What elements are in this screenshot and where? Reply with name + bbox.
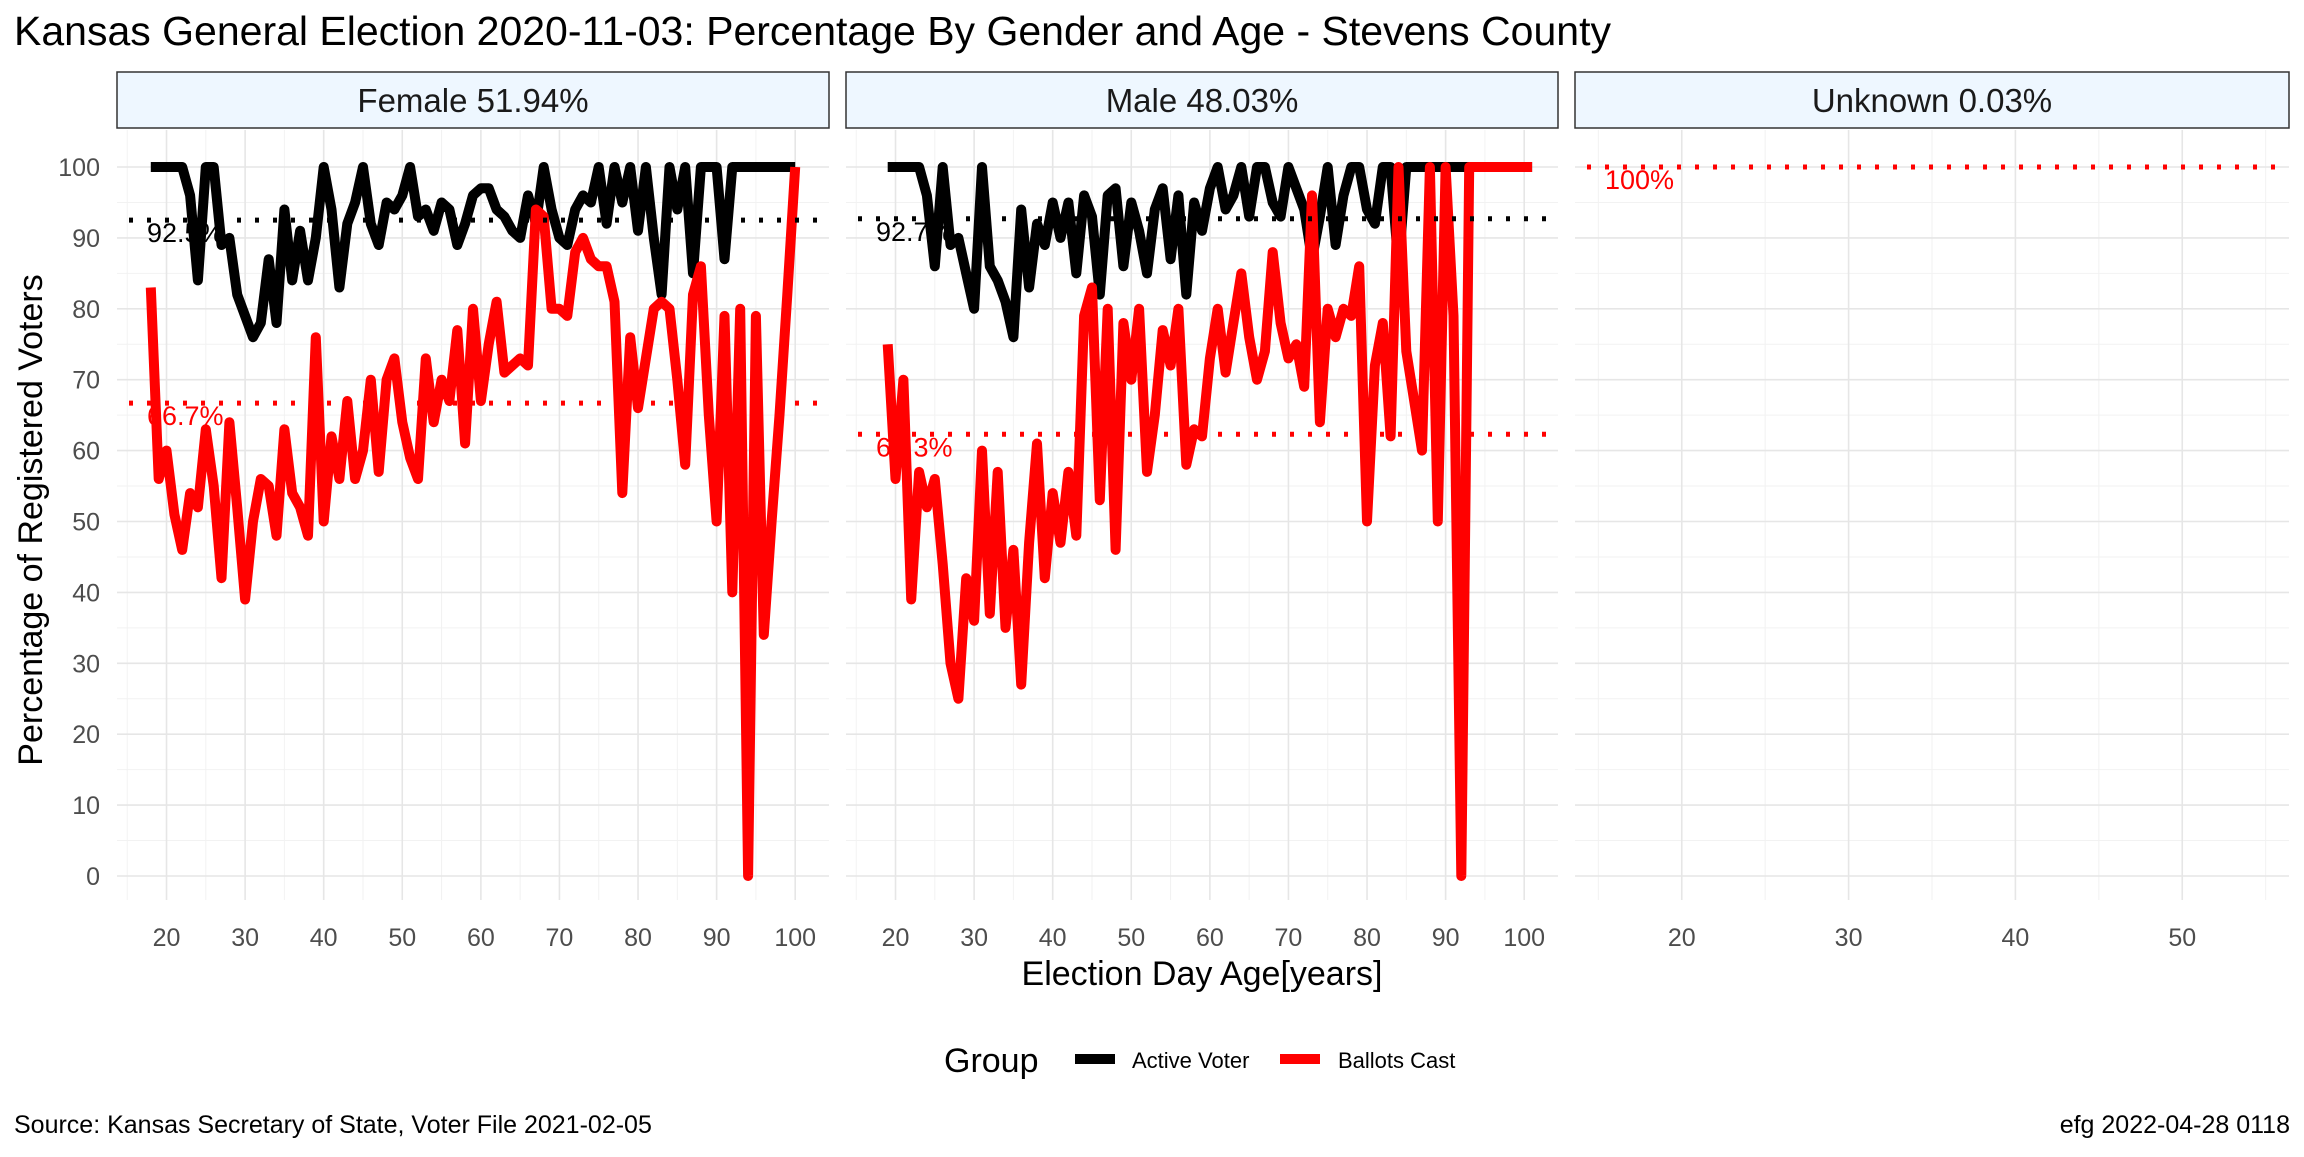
x-tick-label: 50 xyxy=(2168,924,2196,952)
x-tick-label: 40 xyxy=(1039,924,1067,952)
x-tick-label: 70 xyxy=(1275,924,1303,952)
y-tick-label: 90 xyxy=(72,225,100,253)
x-tick-label: 20 xyxy=(1668,924,1696,952)
credit-note: efg 2022-04-28 0118 xyxy=(2060,1111,2290,1139)
active-voter-average-label: 92.5% xyxy=(147,218,224,248)
y-tick-label: 50 xyxy=(72,509,100,537)
x-tick-label: 30 xyxy=(960,924,988,952)
panel-strip-label: Male 48.03% xyxy=(1106,82,1299,119)
panel-1: Female 51.94% 20 30 40 50 60 70 80 90 100 0 10 20 30 4… xyxy=(58,71,830,952)
x-axis-label: Election Day Age[years] xyxy=(1022,955,1383,993)
x-tick-label: 40 xyxy=(2002,924,2030,952)
ballots-cast-average-label: 100% xyxy=(1605,165,1674,195)
ballots-cast-average-label: 66.7% xyxy=(147,401,224,431)
legend-label-ballots-cast: Ballots Cast xyxy=(1338,1048,1455,1073)
series-line-ballots-cast xyxy=(145,166,801,881)
x-tick-label: 50 xyxy=(388,924,416,952)
y-tick-label: 80 xyxy=(72,296,100,324)
panels: Female 51.94% 20 30 40 50 60 70 80 90 100 0 10 20 30 4… xyxy=(58,71,2290,952)
y-tick-label: 0 xyxy=(86,863,100,891)
y-tick-label: 100 xyxy=(58,154,100,182)
x-tick-label: 90 xyxy=(703,924,731,952)
x-tick-label: 80 xyxy=(1353,924,1381,952)
x-tick-label: 40 xyxy=(310,924,338,952)
active-voter-average-label: 92.7% xyxy=(876,217,953,247)
y-axis-label: Percentage of Registered Voters xyxy=(12,274,50,765)
x-tick-label: 20 xyxy=(882,924,910,952)
panel-strip xyxy=(1574,71,2290,129)
x-tick-label: 50 xyxy=(1117,924,1145,952)
x-tick-label: 90 xyxy=(1432,924,1460,952)
x-tick-label: 100 xyxy=(1503,924,1545,952)
y-tick-label: 60 xyxy=(72,438,100,466)
y-tick-label: 10 xyxy=(72,792,100,820)
x-tick-label: 60 xyxy=(467,924,495,952)
series-line-active-voter xyxy=(887,162,1533,343)
ballots-cast-average-label: 62.3% xyxy=(876,432,953,462)
x-tick-label: 60 xyxy=(1196,924,1224,952)
panel-strip xyxy=(116,71,830,129)
series-line-ballots-cast xyxy=(882,162,1533,881)
panel-strip xyxy=(845,71,1559,129)
x-tick-label: 80 xyxy=(624,924,652,952)
source-note: Source: Kansas Secretary of State, Voter… xyxy=(14,1111,652,1139)
y-tick-label: 70 xyxy=(72,367,100,395)
y-tick-label: 40 xyxy=(72,579,100,607)
legend-title: Group xyxy=(944,1042,1039,1080)
y-tick-label: 30 xyxy=(72,650,100,678)
x-tick-label: 70 xyxy=(546,924,574,952)
x-tick-label: 20 xyxy=(153,924,181,952)
series-line-active-voter xyxy=(150,162,796,343)
x-tick-label: 30 xyxy=(231,924,259,952)
panel-3: Unknown 0.03% 20 30 40 50 100% xyxy=(1574,71,2290,952)
y-tick-label: 20 xyxy=(72,721,100,749)
chart-title: Kansas General Election 2020-11-03: Perc… xyxy=(14,8,1611,54)
legend: Group Active Voter Ballots Cast xyxy=(944,1042,1455,1080)
panel-strip-label: Female 51.94% xyxy=(357,82,588,119)
legend-label-active-voter: Active Voter xyxy=(1132,1048,1249,1073)
panel-2: Male 48.03% 20 30 40 50 60 70 80 90 100 92.7% 62.3% xyxy=(845,71,1559,952)
x-tick-label: 30 xyxy=(1835,924,1863,952)
panel-strip-label: Unknown 0.03% xyxy=(1812,82,2052,119)
x-tick-label: 100 xyxy=(774,924,816,952)
